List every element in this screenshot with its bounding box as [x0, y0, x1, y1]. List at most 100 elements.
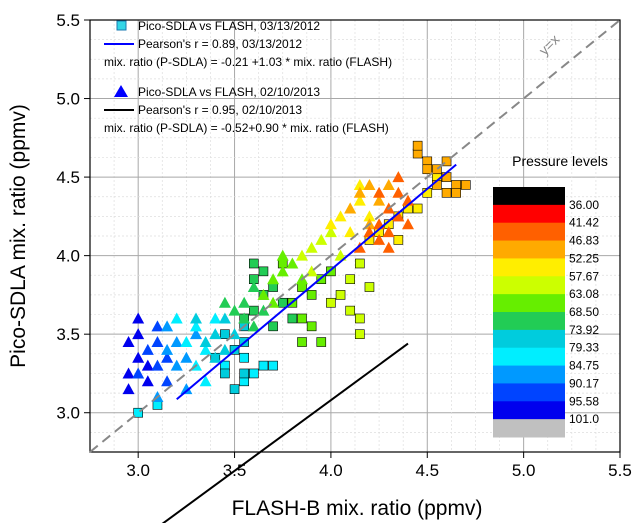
square-point [355, 329, 365, 339]
triangle-point [141, 375, 154, 387]
triangle-point [132, 367, 145, 379]
colorbar-segment [493, 329, 565, 349]
square-point [355, 313, 365, 324]
colorbar-level-label: 63.08 [569, 287, 599, 301]
triangle-point [392, 210, 405, 222]
colorbar-segment [493, 312, 565, 331]
legend-triangle-marker [114, 85, 128, 97]
y-tick-label: 4.0 [56, 247, 80, 266]
colorbar-segment [493, 383, 565, 402]
colorbar-title: Pressure levels [512, 153, 608, 169]
triangle-point [324, 218, 337, 230]
triangle-point [122, 383, 135, 395]
triangle-point [392, 171, 405, 183]
colorbar-level-label: 46.83 [569, 234, 599, 248]
square-point [229, 384, 240, 394]
triangle-point [161, 343, 174, 355]
colorbar-level-label: 73.92 [569, 323, 599, 337]
triangle-point [190, 328, 202, 340]
triangle-point [392, 186, 405, 198]
square-point [355, 258, 365, 269]
axis-ticks: 3.0 3.5 4.0 4.5 5.0 5.5 3.0 3.5 4.0 4.5 5.0 5.5 [56, 11, 631, 480]
triangle-point [305, 241, 318, 253]
triangle-point [209, 351, 222, 363]
colorbar-level-label: 79.33 [569, 341, 599, 355]
triangle-point [382, 178, 395, 190]
triangle-point [161, 375, 174, 387]
legend-entry-text: Pico-SDLA vs FLASH, 03/13/2012 [138, 19, 320, 33]
triangle-point [353, 178, 366, 190]
y-tick-label: 5.0 [56, 90, 80, 109]
colorbar-segment [493, 204, 565, 224]
square-point [412, 140, 423, 151]
square-point [326, 266, 336, 277]
square-point [345, 274, 355, 285]
colorbar-segment [493, 347, 565, 367]
square-point [461, 180, 471, 190]
triangle-point [276, 265, 289, 277]
identity-line-path [89, 19, 621, 453]
triangle-point [180, 336, 193, 348]
triangle-point [373, 233, 386, 245]
square-point [316, 337, 327, 347]
triangle-point [218, 296, 231, 308]
colorbar-segment [493, 240, 565, 259]
x-tick-label: 5.5 [608, 461, 632, 480]
square-point [268, 360, 278, 371]
square-point [249, 258, 259, 269]
square-point [422, 164, 433, 175]
colorbar-level-label: 36.00 [569, 198, 599, 212]
square-point [441, 156, 452, 167]
triangle-point [161, 351, 174, 363]
square-point [335, 290, 346, 300]
triangle-point [382, 226, 395, 238]
triangle-point [170, 359, 183, 371]
triangle-point [151, 320, 164, 332]
colorbar-level-label: 101.0 [569, 412, 599, 426]
triangle-point [180, 383, 193, 395]
triangle-point [267, 273, 280, 285]
triangle-point [257, 288, 270, 300]
triangle-point [199, 343, 212, 355]
y-tick-label: 5.5 [56, 11, 80, 30]
triangle-point [315, 233, 328, 245]
triangle-point [141, 343, 154, 355]
triangle-point [151, 336, 164, 348]
triangle-point [170, 312, 183, 324]
triangle-point [363, 210, 376, 222]
square-point [393, 235, 404, 245]
triangle-point [122, 336, 135, 348]
square-point [451, 188, 461, 198]
colorbar-segment [493, 276, 565, 295]
triangle-point [218, 312, 231, 324]
triangle-point [286, 257, 299, 269]
triangle-point [353, 241, 366, 253]
square-point [239, 368, 249, 379]
y-tick-label: 3.5 [56, 325, 80, 344]
square-point [412, 203, 423, 214]
triangle-point [276, 249, 289, 261]
data-points [122, 140, 471, 418]
square-point [220, 368, 230, 379]
legend-entry-text: Pearson's r = 0.89, 03/13/2012 [138, 37, 302, 51]
square-point [268, 321, 278, 332]
colorbar-level-label: 90.17 [569, 376, 599, 390]
triangle-point [151, 359, 164, 371]
triangle-point [373, 186, 386, 198]
triangle-point [344, 226, 357, 238]
triangle-point [190, 320, 202, 332]
x-tick-label: 5.0 [512, 461, 536, 480]
triangle-point [141, 359, 154, 371]
colorbar-level-label: 52.25 [569, 251, 599, 265]
triangle-point [209, 312, 222, 324]
triangle-point [180, 351, 193, 363]
x-tick-label: 3.0 [126, 461, 150, 480]
square-point [326, 297, 336, 308]
square-point [258, 360, 269, 371]
colorbar-segment [493, 401, 565, 420]
colorbar: Pressure levels 36.00 41.42 46.83 52.25 57.67… [493, 153, 608, 438]
legend-entry-text: mix. ratio (P-SDLA) = -0.52+0.90 * mix. … [104, 121, 389, 135]
colorbar-segment [493, 294, 565, 313]
square-point [239, 352, 249, 363]
